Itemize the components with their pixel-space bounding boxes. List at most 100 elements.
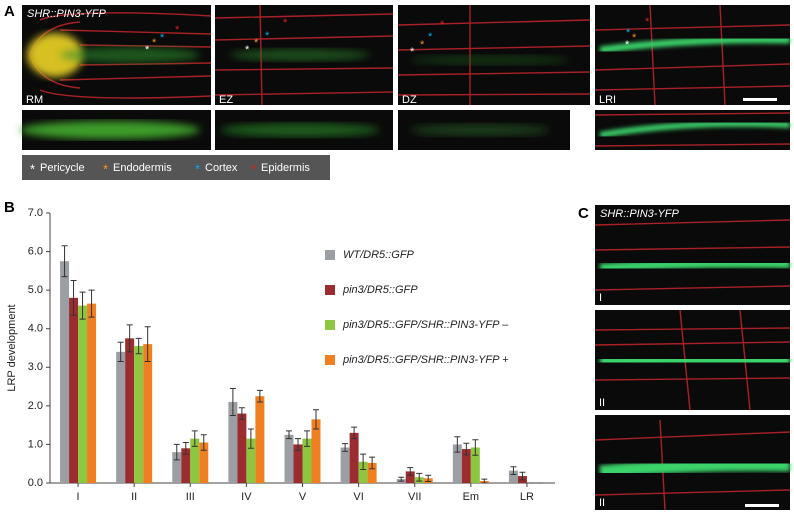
bar: [181, 448, 191, 483]
legend-symbol: *: [251, 161, 256, 176]
error-bar: [191, 430, 198, 447]
error-bar: [247, 428, 254, 449]
error-bar: [135, 337, 142, 355]
stage-label: II: [599, 497, 605, 509]
bar: [172, 452, 182, 483]
error-bar: [79, 291, 86, 320]
bar: [405, 471, 415, 483]
bar: [255, 396, 265, 483]
legend-box: [22, 155, 330, 180]
x-tick-label: VI: [353, 491, 363, 503]
svg-text:*: *: [145, 44, 150, 56]
zone-label: EZ: [219, 94, 233, 106]
panel-label: C: [578, 205, 589, 222]
bar: [367, 462, 377, 483]
bar: [134, 346, 144, 483]
svg-text:*: *: [428, 31, 433, 43]
y-tick-label: 4.0: [28, 323, 43, 335]
bar: [69, 297, 79, 483]
y-axis-label: LRP development: [6, 304, 18, 391]
bar: [358, 461, 368, 483]
legend-swatch: [325, 285, 335, 295]
error-bar: [360, 453, 367, 470]
y-tick-label: 5.0: [28, 284, 43, 296]
stage-label: I: [599, 292, 602, 304]
legend-label: WT/DR5::GFP: [343, 249, 415, 261]
image-title: SHR::PIN3-YFP: [27, 8, 107, 20]
bar: [302, 438, 312, 483]
svg-text:*: *: [420, 39, 425, 51]
zone-label: DZ: [402, 94, 417, 106]
bar: [143, 344, 153, 483]
bar: [190, 438, 200, 483]
bar: [228, 402, 238, 483]
panel-label: B: [4, 199, 15, 216]
bar: [246, 438, 256, 483]
y-tick-label: 0.0: [28, 477, 43, 489]
legend-symbol: *: [103, 161, 108, 176]
legend-text: Cortex: [205, 162, 238, 174]
legend-label: pin3/DR5::GFP/SHR::PIN3-YFP –: [342, 319, 509, 331]
x-tick-label: LR: [520, 491, 534, 503]
error-bar: [200, 434, 207, 451]
bar: [461, 449, 471, 483]
bar: [60, 261, 70, 483]
error-bar: [351, 426, 358, 440]
error-bar: [519, 471, 526, 481]
legend-text: Pericycle: [40, 162, 85, 174]
x-tick-label: IV: [241, 491, 252, 503]
svg-text:*: *: [160, 32, 165, 44]
error-bar: [144, 326, 151, 362]
y-tick-label: 3.0: [28, 361, 43, 373]
zone-label: LRI: [599, 94, 616, 106]
bar: [508, 470, 518, 483]
error-bar: [304, 430, 310, 447]
error-bar: [229, 388, 236, 416]
error-bar: [472, 439, 479, 456]
svg-text:*: *: [245, 44, 250, 56]
svg-text:*: *: [626, 27, 631, 39]
error-bar: [510, 466, 517, 476]
bar: [125, 338, 135, 483]
micrographs-c: [594, 205, 791, 511]
error-bar: [256, 389, 263, 403]
bar: [116, 351, 126, 483]
x-tick-label: Em: [463, 491, 480, 503]
error-bar: [398, 476, 405, 482]
error-bar: [407, 467, 414, 476]
bar: [470, 447, 480, 483]
stage-label: II: [599, 397, 605, 409]
svg-text:*: *: [645, 16, 650, 28]
bar: [87, 303, 97, 483]
x-tick-label: II: [131, 491, 137, 503]
panel-label: A: [4, 3, 15, 20]
error-bar: [61, 245, 68, 278]
svg-text:*: *: [265, 30, 270, 42]
legend-symbol: *: [30, 161, 35, 176]
bar-chart: 0.01.02.03.04.05.06.07.0I II III IV V VI VII Em…: [28, 207, 555, 503]
svg-text:*: *: [283, 17, 288, 29]
error-bar: [416, 472, 423, 482]
error-bar: [182, 442, 189, 455]
x-tick-label: V: [299, 491, 307, 503]
bar: [293, 444, 303, 483]
legend-label: pin3/DR5::GFP/SHR::PIN3-YFP +: [342, 354, 509, 366]
error-bar: [463, 442, 470, 456]
error-bar: [238, 407, 245, 420]
zone-label: RM: [26, 94, 43, 106]
bar: [284, 434, 294, 483]
image-title: SHR::PIN3-YFP: [600, 208, 680, 220]
micrographs-a: **** ** ** **** ****: [20, 4, 791, 150]
error-bar: [342, 443, 349, 452]
error-bar: [454, 436, 461, 453]
bar: [237, 413, 247, 483]
bar: [340, 447, 350, 483]
bar: [349, 432, 359, 483]
error-bar: [369, 456, 376, 470]
error-bar: [481, 478, 488, 484]
error-bar: [295, 438, 301, 451]
legend-label: pin3/DR5::GFP: [342, 284, 418, 296]
y-tick-label: 6.0: [28, 245, 43, 257]
error-bar: [70, 280, 77, 316]
